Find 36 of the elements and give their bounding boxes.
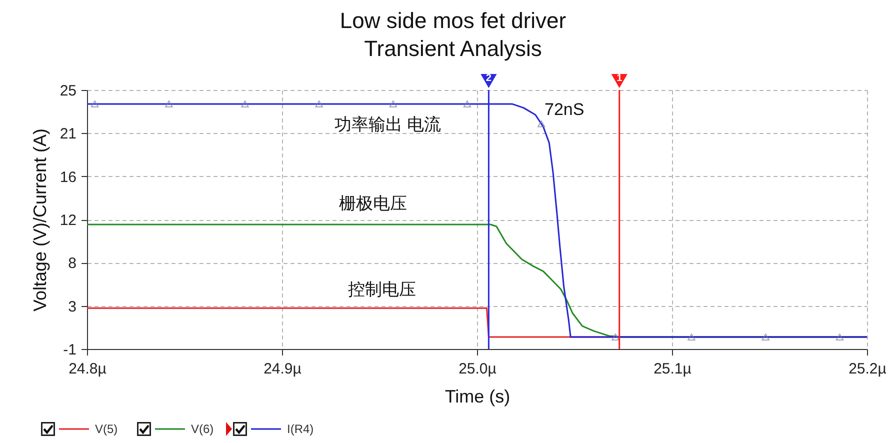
x-tick-label: 25.1µ [654, 360, 692, 378]
chart-title: Low side mos fet driver [340, 8, 566, 33]
point [688, 334, 696, 340]
annotation: 72nS [544, 100, 584, 119]
point [241, 100, 249, 108]
point [612, 334, 620, 340]
y-tick-label: 16 [60, 168, 76, 186]
point [762, 334, 770, 340]
point [165, 100, 173, 108]
point [836, 334, 844, 340]
x-axis-title: Time (s) [444, 386, 510, 406]
x-tick-label: 25.0µ [458, 360, 497, 378]
y-tick-label: 25 [60, 82, 76, 100]
point [315, 100, 323, 108]
point [389, 100, 398, 108]
legend-label: V(5) [95, 422, 118, 436]
x-tick-label: 25.2µ [848, 360, 887, 378]
y-tick-label: -1 [63, 342, 76, 358]
annotation: 控制电压 [348, 280, 416, 299]
legend-label: V(6) [191, 422, 214, 436]
x-tick-label: 24.9µ [264, 360, 302, 378]
legend-label: I(R4) [287, 422, 314, 436]
text: 2 [486, 73, 492, 84]
y-tick-label: 3 [68, 298, 76, 316]
annotation: 功率输出 电流 [334, 114, 442, 134]
y-tick-label: 8 [68, 255, 76, 272]
point [463, 100, 472, 108]
annotation: 栅极电压 [338, 194, 407, 213]
y-axis-title: Voltage (V)/Current (A) [30, 128, 50, 312]
x-tick-label: 24.8µ [68, 360, 107, 378]
point [537, 120, 546, 128]
text: 1 [616, 73, 623, 84]
y-tick-label: 12 [60, 212, 76, 229]
chart-subtitle: Transient Analysis [364, 36, 542, 61]
y-tick-label: 21 [60, 126, 76, 143]
point [90, 100, 99, 108]
